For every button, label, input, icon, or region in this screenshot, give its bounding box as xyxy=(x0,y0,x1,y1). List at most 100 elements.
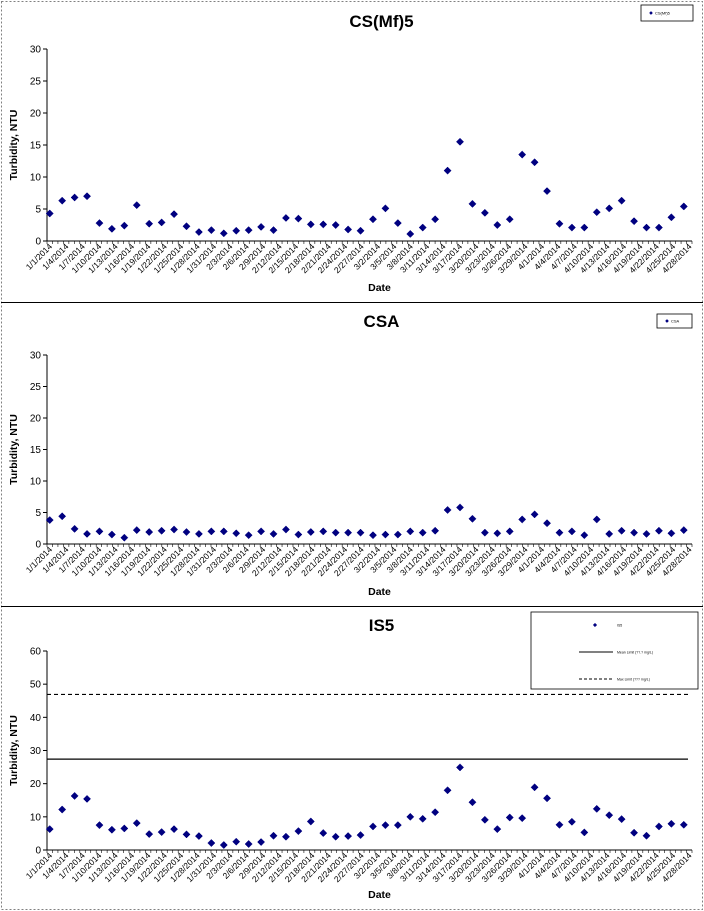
data-point xyxy=(505,813,514,822)
data-point xyxy=(418,223,427,232)
x-axis-label: Date xyxy=(368,282,391,294)
data-point xyxy=(219,527,228,536)
data-point xyxy=(45,516,54,525)
data-point xyxy=(282,214,290,222)
data-point xyxy=(443,786,452,795)
data-point xyxy=(418,814,427,823)
data-point xyxy=(294,530,303,539)
data-point xyxy=(480,208,489,217)
data-point xyxy=(294,214,303,223)
data-point xyxy=(605,529,614,538)
data-point xyxy=(120,221,129,230)
data-point xyxy=(95,527,104,536)
chart-title: CS(Mf)5 xyxy=(349,12,413,31)
data-point xyxy=(356,831,365,840)
data-point xyxy=(157,828,166,837)
y-tick-label: 15 xyxy=(30,445,42,456)
data-point xyxy=(132,819,141,828)
data-point xyxy=(244,226,253,235)
legend-marker xyxy=(665,319,669,323)
data-point xyxy=(654,822,663,831)
data-point xyxy=(58,805,67,814)
data-point xyxy=(580,223,589,232)
data-point xyxy=(580,531,589,540)
data-point xyxy=(480,815,489,824)
legend-box xyxy=(640,4,694,22)
data-point xyxy=(194,529,203,538)
data-point xyxy=(369,531,377,540)
data-point xyxy=(306,817,315,826)
y-axis-label: Turbidity, NTU xyxy=(8,110,20,181)
data-point xyxy=(518,515,527,524)
data-point xyxy=(381,821,390,830)
data-point xyxy=(331,528,340,537)
data-point xyxy=(518,814,527,823)
data-point xyxy=(530,158,539,167)
data-point xyxy=(617,815,626,824)
data-point xyxy=(344,832,353,841)
data-point xyxy=(107,825,116,834)
data-point xyxy=(493,529,502,538)
data-point xyxy=(642,831,651,840)
data-point xyxy=(219,229,228,238)
y-tick-label: 15 xyxy=(30,141,42,152)
data-point xyxy=(182,222,191,231)
data-point xyxy=(406,230,415,238)
data-point xyxy=(257,838,266,846)
data-point xyxy=(393,821,402,830)
data-point xyxy=(530,510,539,519)
data-point xyxy=(505,215,514,224)
data-point xyxy=(580,828,589,837)
data-point xyxy=(120,533,129,542)
data-point xyxy=(456,137,464,146)
data-point xyxy=(630,828,639,837)
data-point xyxy=(667,529,676,538)
data-point xyxy=(344,225,353,234)
data-point xyxy=(356,528,365,537)
data-point xyxy=(443,166,452,175)
data-point xyxy=(319,220,328,229)
data-point xyxy=(45,825,54,834)
data-point xyxy=(468,798,477,807)
data-point xyxy=(70,193,79,202)
data-point xyxy=(58,512,67,521)
data-point xyxy=(232,529,241,538)
data-point xyxy=(679,526,688,535)
legend-entry-label: CS(Mf)5 xyxy=(655,11,671,16)
data-point xyxy=(132,201,141,210)
data-point xyxy=(431,215,440,224)
data-point xyxy=(232,226,241,235)
data-point xyxy=(642,529,651,538)
data-point xyxy=(170,210,179,219)
data-point xyxy=(319,829,328,838)
data-point xyxy=(654,223,663,232)
data-point xyxy=(182,830,191,839)
y-tick-label: 10 xyxy=(30,173,42,184)
data-point xyxy=(58,196,67,205)
data-point xyxy=(331,221,340,229)
data-point xyxy=(406,812,415,821)
y-axis-label: Turbidity, NTU xyxy=(8,414,20,485)
legend-entry-label: Mean Limit (??.? mg/L) xyxy=(617,651,653,655)
y-tick-label: 0 xyxy=(35,540,41,551)
data-point xyxy=(468,199,477,208)
y-tick-label: 20 xyxy=(30,414,42,425)
data-point xyxy=(294,827,303,836)
data-point xyxy=(567,817,576,826)
data-point xyxy=(418,528,427,537)
data-point xyxy=(654,526,663,535)
data-point xyxy=(207,839,216,847)
data-point xyxy=(207,226,216,235)
data-point xyxy=(393,219,402,228)
data-point xyxy=(456,763,464,772)
legend-entry-label: IS5 xyxy=(617,624,622,628)
data-point xyxy=(480,528,489,537)
y-axis-label: Turbidity, NTU xyxy=(8,715,20,786)
x-axis-label: Date xyxy=(368,889,391,901)
data-point xyxy=(393,530,402,539)
data-point xyxy=(493,825,502,834)
data-point xyxy=(70,791,79,800)
data-point xyxy=(468,514,477,523)
